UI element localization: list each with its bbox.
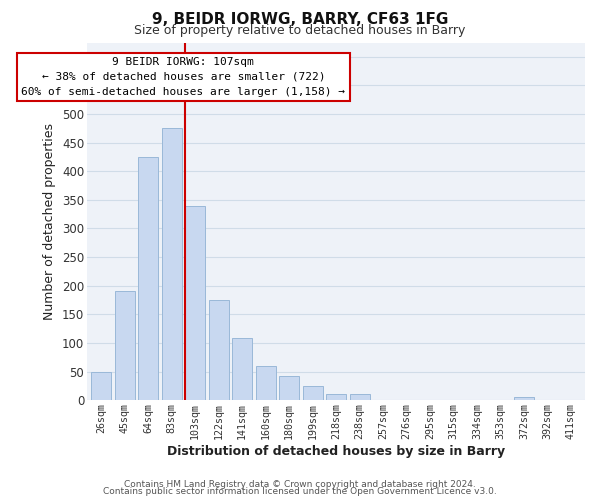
Bar xyxy=(115,292,134,400)
Bar xyxy=(232,338,252,400)
Bar xyxy=(256,366,275,400)
X-axis label: Distribution of detached houses by size in Barry: Distribution of detached houses by size … xyxy=(167,444,505,458)
Text: Contains public sector information licensed under the Open Government Licence v3: Contains public sector information licen… xyxy=(103,487,497,496)
Bar xyxy=(185,206,205,400)
Text: 9, BEIDR IORWG, BARRY, CF63 1FG: 9, BEIDR IORWG, BARRY, CF63 1FG xyxy=(152,12,448,28)
Text: 9 BEIDR IORWG: 107sqm
← 38% of detached houses are smaller (722)
60% of semi-det: 9 BEIDR IORWG: 107sqm ← 38% of detached … xyxy=(22,57,346,96)
Y-axis label: Number of detached properties: Number of detached properties xyxy=(43,123,56,320)
Bar xyxy=(209,300,229,400)
Bar xyxy=(302,386,323,400)
Bar xyxy=(514,398,534,400)
Bar xyxy=(326,394,346,400)
Bar xyxy=(138,157,158,400)
Bar xyxy=(350,394,370,400)
Bar xyxy=(161,128,182,400)
Text: Size of property relative to detached houses in Barry: Size of property relative to detached ho… xyxy=(134,24,466,37)
Bar xyxy=(91,372,111,400)
Text: Contains HM Land Registry data © Crown copyright and database right 2024.: Contains HM Land Registry data © Crown c… xyxy=(124,480,476,489)
Bar xyxy=(279,376,299,400)
